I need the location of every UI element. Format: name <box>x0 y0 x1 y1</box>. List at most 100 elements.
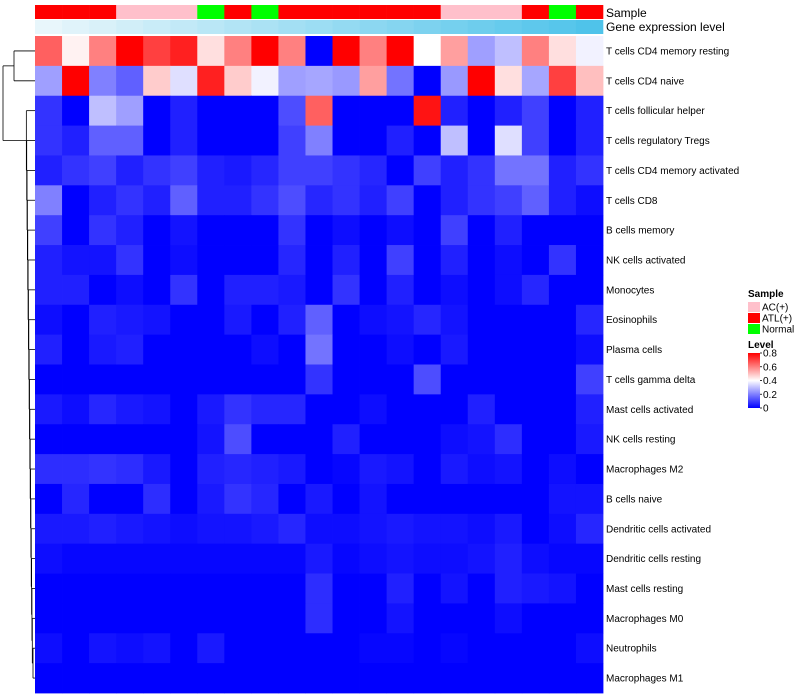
heatmap-cell <box>305 663 333 694</box>
heatmap-cell <box>278 394 306 425</box>
expression-annotation-bar <box>35 20 604 34</box>
heatmap-cell <box>116 603 144 634</box>
heatmap-cell <box>332 603 360 634</box>
heatmap-cell <box>116 513 144 545</box>
heatmap-cell <box>521 95 550 126</box>
heatmap-cell <box>386 454 415 485</box>
heatmap-cell <box>35 215 63 246</box>
heatmap-cell <box>440 185 469 216</box>
heatmap-cell <box>224 543 252 574</box>
heatmap-cell <box>305 274 333 306</box>
heatmap-cell <box>440 65 469 97</box>
heatmap-cell <box>467 65 496 97</box>
heatmap-cell <box>413 603 442 634</box>
heatmap-cell <box>359 274 388 306</box>
heatmap-cell <box>251 603 279 634</box>
row-dendrogram <box>2 50 35 679</box>
heatmap-cell <box>89 334 117 365</box>
heatmap-cell <box>467 125 496 156</box>
heatmap-cell <box>62 663 90 694</box>
heatmap-cell <box>521 36 550 67</box>
heatmap-cell <box>197 394 225 425</box>
heatmap-cell <box>548 603 577 634</box>
heatmap-cell <box>575 185 604 216</box>
heatmap-cell <box>35 155 63 186</box>
heatmap-cell <box>494 274 523 306</box>
heatmap-cell <box>548 483 577 515</box>
heatmap-cell <box>386 36 415 67</box>
heatmap-cell <box>89 155 117 186</box>
heatmap-cell <box>548 245 577 276</box>
heatmap-cell <box>197 513 225 545</box>
heatmap-cell <box>575 274 604 306</box>
heatmap-cell <box>494 603 523 634</box>
heatmap-cell <box>386 304 415 336</box>
expression-annotation-cell <box>197 20 225 34</box>
heatmap-cell <box>575 543 604 574</box>
heatmap-cell <box>170 185 198 216</box>
row-label: Macrophages M0 <box>606 614 684 625</box>
heatmap-cell <box>89 483 117 515</box>
sample-annotation-cell <box>548 5 577 19</box>
legend-entry-label: ATL(+) <box>762 314 792 325</box>
heatmap-cell <box>35 603 63 634</box>
heatmap-cell <box>170 394 198 425</box>
heatmap-cell <box>413 573 442 604</box>
heatmap-cell <box>521 394 550 425</box>
heatmap-cell <box>548 36 577 67</box>
heatmap-cell <box>494 633 523 664</box>
heatmap-cell <box>170 603 198 634</box>
heatmap-cell <box>521 125 550 156</box>
heatmap-cell <box>575 633 604 664</box>
heatmap-cell <box>494 364 523 395</box>
heatmap-cell <box>116 155 144 186</box>
sample-annotation-cell <box>62 5 90 19</box>
heatmap-cell <box>116 424 144 455</box>
sample-annotation-bar <box>35 5 604 19</box>
heatmap-cell <box>575 663 604 694</box>
expression-annotation-cell <box>359 20 387 34</box>
heatmap-cell <box>548 364 577 395</box>
heatmap-cell <box>359 424 388 455</box>
expression-annotation-cell <box>521 20 550 34</box>
heatmap-cell <box>359 483 388 515</box>
heatmap-cell <box>548 573 577 604</box>
heatmap-cell <box>170 454 198 485</box>
heatmap-cell <box>170 155 198 186</box>
sample-annotation-cell <box>359 5 387 19</box>
heatmap-cell <box>143 513 171 545</box>
heatmap-cell <box>359 603 388 634</box>
annotation-label-expression: Gene expression level <box>606 20 725 34</box>
heatmap-cell <box>332 36 360 67</box>
heatmap-cell <box>197 334 225 365</box>
heatmap-cell <box>413 663 442 694</box>
heatmap-cell <box>575 215 604 246</box>
heatmap-cell <box>116 364 144 395</box>
row-label: T cells CD4 naive <box>606 76 685 87</box>
heatmap-cell <box>89 513 117 545</box>
heatmap-cell <box>197 603 225 634</box>
heatmap-cell <box>467 633 496 664</box>
heatmap-cell <box>170 633 198 664</box>
heatmap-cell <box>305 573 333 604</box>
heatmap-cell <box>332 304 360 336</box>
row-label: T cells CD8 <box>606 196 658 207</box>
heatmap-cell <box>35 245 63 276</box>
heatmap-cell <box>332 633 360 664</box>
expression-annotation-cell <box>386 20 414 34</box>
heatmap-cell <box>548 185 577 216</box>
heatmap-cell <box>278 334 306 365</box>
heatmap-cell <box>251 633 279 664</box>
heatmap-cell <box>359 65 388 97</box>
heatmap-cell <box>548 304 577 336</box>
row-label: Dendritic cells resting <box>606 554 701 565</box>
heatmap-cell <box>224 334 252 365</box>
heatmap-cell <box>62 155 90 186</box>
heatmap-cell <box>143 36 171 67</box>
heatmap-cell <box>116 274 144 306</box>
heatmap-cell <box>440 245 469 276</box>
heatmap-cell <box>278 424 306 455</box>
heatmap-cell <box>305 125 333 156</box>
heatmap-cell <box>548 274 577 306</box>
